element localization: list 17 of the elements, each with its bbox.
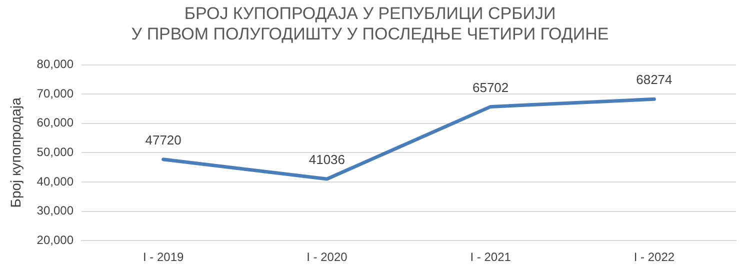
x-tick-label: I - 2021 bbox=[470, 250, 512, 264]
y-tick-label: 30,000 bbox=[36, 204, 74, 218]
x-tick-label: I - 2019 bbox=[142, 250, 184, 264]
data-label: 68274 bbox=[636, 72, 672, 88]
y-axis-title: Број купопродаја bbox=[7, 97, 24, 208]
data-label: 41036 bbox=[308, 152, 346, 168]
x-tick-label: I - 2022 bbox=[634, 250, 675, 264]
y-tick-label: 80,000 bbox=[36, 57, 74, 72]
x-tick-label: I - 2020 bbox=[306, 250, 348, 264]
chart-title: БРОЈ КУПОПРОДАЈА У РЕПУБЛИЦИ СРБИЈИ У ПРВОМ ПОЛУГОДИШТУ У ПОСЛЕДЊЕ ЧЕТИРИ ГОДИНЕ bbox=[131, 4, 609, 44]
y-tick-label: 20,000 bbox=[36, 232, 74, 247]
data-label: 65702 bbox=[472, 80, 509, 95]
y-tick-label: 60,000 bbox=[36, 116, 74, 130]
y-tick-label: 70,000 bbox=[36, 86, 74, 100]
y-tick-label: 50,000 bbox=[36, 145, 74, 160]
data-label: 47720 bbox=[145, 132, 182, 148]
y-tick-label: 40,000 bbox=[36, 174, 74, 188]
